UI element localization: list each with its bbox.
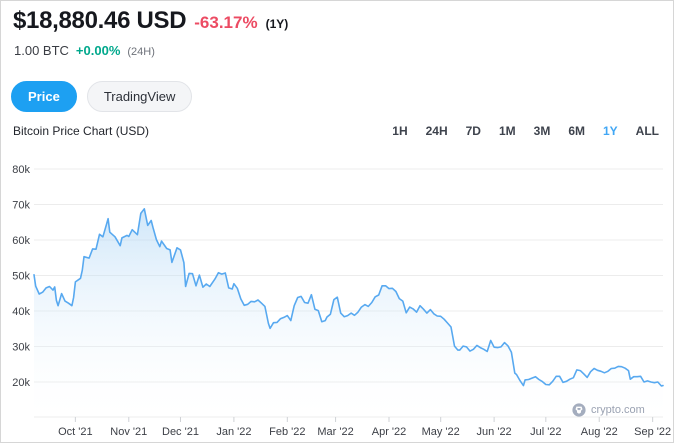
btc-amount: 1.00 BTC [14,43,69,58]
x-axis-label: Dec '21 [162,426,199,438]
crypto-com-logo-icon [572,403,586,417]
bitcoin-price-chart[interactable]: 20k 30k 40k 50k 60k 70k 80k Oct '21 Nov '21 Dec '… [1,156,674,443]
y-axis-label: 20k [12,377,30,389]
change-percent-1y: -63.17% [194,13,258,32]
chart-title: Bitcoin Price Chart (USD) [13,124,150,138]
x-axis-label: Jul '22 [530,426,561,438]
y-axis-label: 50k [12,271,30,283]
btc-subheader: 1.00 BTC +0.00% (24H) [14,43,155,58]
change-period-label-1y: (1Y) [265,17,289,31]
chart-source-tabs: Price TradingView [11,81,193,112]
price-header: $18,880.46 USD -63.17% (1Y) [13,7,288,35]
x-axis-label: Nov '21 [110,426,147,438]
y-axis-label: 40k [12,306,30,318]
x-axis-label: Oct '21 [58,426,93,438]
x-axis-label: Aug '22 [581,426,618,438]
time-range-selector: 1H 24H 7D 1M 3M 6M 1Y ALL [392,124,659,138]
x-axis-label: Apr '22 [372,426,407,438]
x-axis-label: Sep '22 [634,426,671,438]
x-axis-label: May '22 [422,426,460,438]
range-option-1y[interactable]: 1Y [602,124,618,138]
range-option-1m[interactable]: 1M [498,124,516,138]
y-axis-label: 30k [12,342,30,354]
range-option-6m[interactable]: 6M [568,124,585,138]
range-option-7d[interactable]: 7D [465,124,481,138]
x-axis-label: Jun '22 [477,426,512,438]
price-area-fill [34,208,663,417]
tab-tradingview[interactable]: TradingView [86,81,193,112]
y-axis-label: 60k [12,235,30,247]
watermark-text: crypto.com [591,404,645,416]
current-price-usd: $18,880.46 USD [13,7,187,34]
x-axis-label: Feb '22 [269,426,305,438]
range-option-3m[interactable]: 3M [533,124,551,138]
y-axis-label: 80k [12,164,30,176]
price-line [33,208,664,387]
change-percent-24h: +0.00% [75,43,121,58]
watermark: crypto.com [572,403,645,417]
x-axis-label: Jan '22 [216,426,251,438]
tab-price[interactable]: Price [11,81,77,112]
x-axis-label: Mar '22 [317,426,353,438]
range-option-1h[interactable]: 1H [392,124,408,138]
change-period-label-24h: (24H) [127,46,155,58]
range-option-24h[interactable]: 24H [425,124,448,138]
y-axis-label: 70k [12,200,30,212]
range-option-all[interactable]: ALL [635,124,659,138]
